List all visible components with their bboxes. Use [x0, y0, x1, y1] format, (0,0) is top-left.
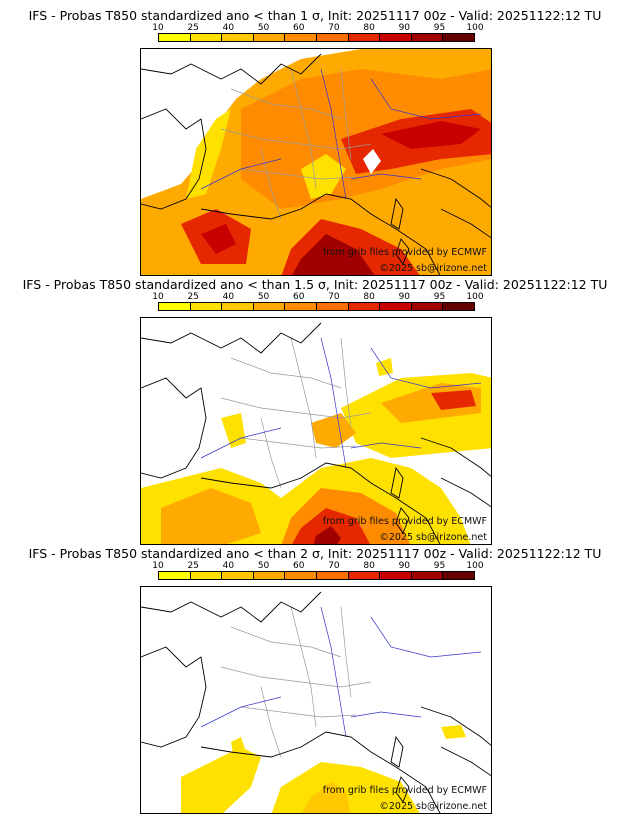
- tick-label: 60: [293, 561, 305, 571]
- colorbar-segment: [380, 572, 412, 579]
- colorbar-segment: [285, 572, 317, 579]
- probability-fill: [141, 49, 491, 275]
- colorbar: [158, 302, 475, 311]
- colorbar-segment: [159, 572, 191, 579]
- colorbar-segment: [253, 34, 286, 41]
- tick-label: 25: [187, 561, 199, 571]
- colorbar-ticks: 10 25 40 50 60 70 80 90 95 100: [152, 561, 483, 571]
- colorbar-segment: [253, 303, 286, 310]
- colorbar-segment: [222, 34, 254, 41]
- tick-label: 60: [293, 292, 305, 302]
- tick-label: 70: [328, 561, 340, 571]
- colorbar-segment: [443, 303, 474, 310]
- colorbar-segment: [348, 34, 381, 41]
- colorbar-segment: [285, 34, 317, 41]
- colorbar-segment: [190, 303, 223, 310]
- map-panel-1-5sigma: IFS - Probas T850 standardized ano < tha…: [0, 277, 630, 545]
- country-borders: [220, 337, 372, 489]
- rivers: [200, 606, 482, 738]
- tick-label: 80: [363, 561, 375, 571]
- colorbar-segment: [411, 34, 444, 41]
- map-layer: [141, 591, 491, 813]
- map-layer: [141, 49, 491, 275]
- tick-label: 40: [222, 561, 235, 571]
- colorbar-segment: [190, 34, 223, 41]
- colorbar-segment: [380, 34, 412, 41]
- tick-label: 100: [466, 561, 484, 571]
- colorbar-segment: [159, 303, 191, 310]
- coastline: [141, 591, 491, 813]
- tick-label: 80: [363, 23, 375, 33]
- copyright-credit: ©2025 sb@irizone.net: [379, 801, 487, 812]
- colorbar-ticks: 10 25 40 50 60 70 80 90 95 100: [152, 292, 483, 302]
- colorbar-segment: [348, 303, 381, 310]
- colorbar: [158, 571, 475, 580]
- colorbar-segment: [159, 34, 191, 41]
- data-credit: from grib files provided by ECMWF: [322, 247, 487, 258]
- probability-fill: [181, 725, 466, 813]
- tick-label: 40: [222, 292, 235, 302]
- colorbar-segment: [411, 303, 444, 310]
- colorbar-segment: [285, 303, 317, 310]
- probability-fill: [141, 358, 491, 544]
- colorbar-segment: [380, 303, 412, 310]
- tick-label: 90: [398, 292, 411, 302]
- tick-label: 80: [363, 292, 375, 302]
- colorbar-segment: [443, 572, 474, 579]
- probability-map[interactable]: from grib files provided by ECMWF ©2025 …: [140, 317, 492, 545]
- colorbar-segment: [316, 303, 349, 310]
- colorbar-ticks: 10 25 40 50 60 70 80 90 95 100: [152, 23, 483, 33]
- data-credit: from grib files provided by ECMWF: [322, 516, 487, 527]
- colorbar-segment: [443, 34, 474, 41]
- panel-title: IFS - Probas T850 standardized ano < tha…: [28, 8, 602, 23]
- probability-map[interactable]: from grib files provided by ECMWF ©2025 …: [140, 586, 492, 814]
- colorbar-segment: [253, 572, 286, 579]
- copyright-credit: ©2025 sb@irizone.net: [379, 532, 487, 543]
- colorbar-segment: [190, 572, 223, 579]
- tick-label: 100: [466, 292, 484, 302]
- colorbar-segment: [316, 572, 349, 579]
- rivers: [200, 68, 482, 200]
- tick-label: 25: [187, 23, 199, 33]
- tick-label: 10: [152, 292, 164, 302]
- copyright-credit: ©2025 sb@irizone.net: [379, 263, 487, 274]
- tick-label: 50: [257, 292, 270, 302]
- colorbar-segment: [348, 572, 381, 579]
- tick-label: 90: [398, 23, 411, 33]
- colorbar: [158, 33, 475, 42]
- colorbar-segment: [411, 572, 444, 579]
- tick-label: 60: [293, 23, 305, 33]
- tick-label: 50: [257, 561, 270, 571]
- tick-label: 95: [433, 23, 446, 33]
- tick-label: 10: [152, 23, 164, 33]
- rivers: [200, 337, 482, 469]
- tick-label: 95: [433, 561, 446, 571]
- tick-label: 40: [222, 23, 235, 33]
- colorbar-segment: [222, 572, 254, 579]
- tick-label: 95: [433, 292, 446, 302]
- tick-label: 50: [257, 23, 270, 33]
- tick-label: 70: [328, 292, 340, 302]
- tick-label: 90: [398, 561, 411, 571]
- tick-label: 100: [466, 23, 484, 33]
- map-layer: [141, 322, 491, 544]
- data-credit: from grib files provided by ECMWF: [322, 785, 487, 796]
- coastline: [141, 53, 491, 275]
- tick-label: 70: [328, 23, 340, 33]
- country-borders: [220, 606, 372, 758]
- map-panel-2sigma: IFS - Probas T850 standardized ano < tha…: [0, 546, 630, 814]
- probability-map[interactable]: from grib files provided by ECMWF ©2025 …: [140, 48, 492, 276]
- country-borders: [220, 68, 372, 220]
- panel-title: IFS - Probas T850 standardized ano < tha…: [28, 546, 602, 561]
- map-panel-1sigma: IFS - Probas T850 standardized ano < tha…: [0, 8, 630, 276]
- coastline: [141, 322, 491, 544]
- panel-title: IFS - Probas T850 standardized ano < tha…: [22, 277, 608, 292]
- colorbar-segment: [316, 34, 349, 41]
- colorbar-segment: [222, 303, 254, 310]
- tick-label: 10: [152, 561, 164, 571]
- tick-label: 25: [187, 292, 199, 302]
